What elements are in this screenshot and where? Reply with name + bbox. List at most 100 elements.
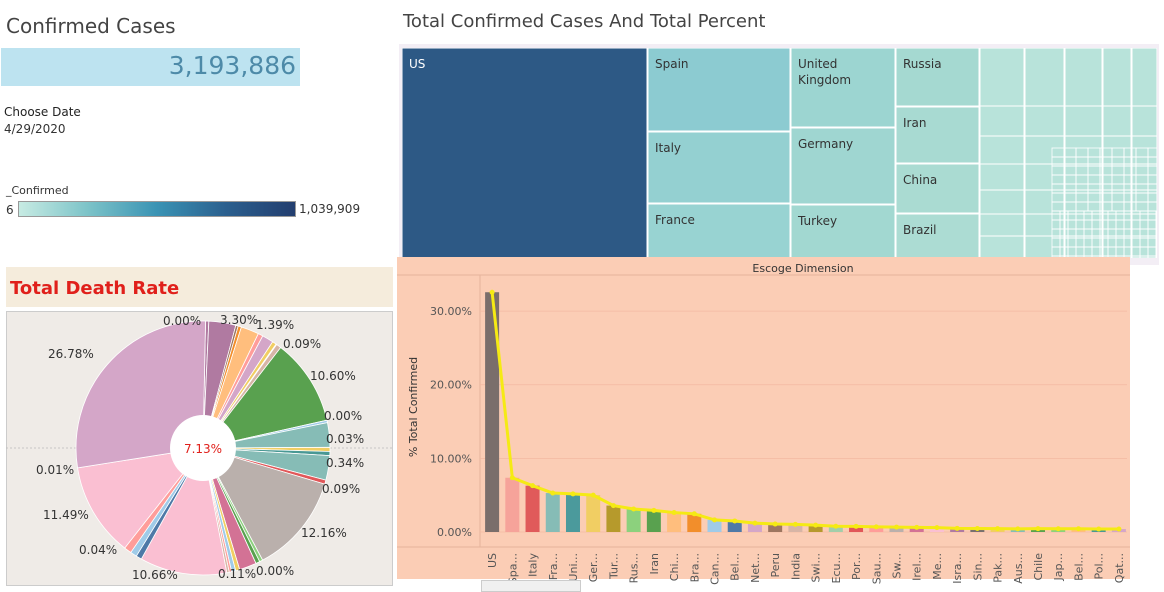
bar-chart[interactable]: Escoge Dimension 0.00% 10.00% 20.00% 30.00%%… — [397, 257, 1130, 592]
line-point — [631, 506, 637, 512]
treemap-label-spain: Spain — [655, 57, 689, 71]
y-tick-label: 0.00% — [437, 526, 472, 539]
x-tick-label: Bel... — [729, 553, 742, 581]
bar — [768, 524, 783, 532]
x-tick-label: Ecu... — [830, 553, 843, 583]
treemap-label-china: China — [903, 173, 937, 187]
death-rate-title: Total Death Rate — [10, 278, 180, 299]
y-tick-label: 10.00% — [430, 452, 472, 465]
treemap-small-cell — [1102, 48, 1132, 107]
treemap-title: Total Confirmed Cases And Total Percent — [403, 11, 766, 32]
line-point — [853, 523, 859, 529]
treemap-tiny-cell — [1051, 255, 1061, 258]
treemap-tiny-cell — [1155, 228, 1157, 239]
x-tick-label: Sw... — [890, 553, 903, 578]
bar — [828, 526, 843, 532]
pie-slice — [77, 447, 204, 549]
treemap-small-cell — [979, 105, 1025, 137]
treemap-small-cell — [1102, 213, 1132, 237]
pie-slice-label: 0.09% — [322, 482, 360, 496]
treemap-tiny-cell — [1067, 255, 1077, 258]
x-tick-label: Jap... — [1052, 553, 1065, 581]
line-point — [1055, 526, 1061, 532]
bar — [849, 526, 864, 532]
treemap-label-turkey: Turkey — [797, 214, 837, 228]
treemap-small-cell — [1024, 135, 1065, 165]
treemap-label-germany: Germany — [798, 137, 853, 151]
treemap-tiny-cell — [1107, 255, 1117, 258]
line-point — [732, 518, 738, 524]
treemap-small-cell — [1064, 135, 1103, 165]
treemap-cell-italy — [647, 131, 791, 204]
pie-slice-label: 26.78% — [48, 347, 94, 361]
line-point — [1015, 526, 1021, 532]
line-point — [1116, 526, 1122, 532]
line-point — [1096, 526, 1102, 532]
treemap-label-iran: Iran — [903, 116, 926, 130]
bar-chart-header: Escoge Dimension — [752, 262, 853, 275]
confirmed-cases-title: Confirmed Cases — [6, 14, 176, 38]
pie-slice-label: 0.00% — [163, 314, 201, 328]
line-point — [671, 510, 677, 516]
treemap-cell-turkey — [790, 204, 896, 258]
color-legend-title: _Confirmed — [6, 184, 69, 197]
treemap-chart[interactable]: US Spain Italy France United Kingdom Germany Tu… — [402, 48, 1157, 258]
x-tick-label: Tur... — [607, 553, 620, 580]
bar — [869, 526, 884, 532]
x-tick-label: Uni... — [567, 553, 580, 582]
bar — [727, 520, 742, 532]
treemap-small-cell — [1064, 105, 1103, 137]
line-point — [893, 524, 899, 530]
bar — [586, 495, 601, 532]
line-point — [813, 522, 819, 528]
treemap-label-brazil: Brazil — [903, 223, 937, 237]
pie-center-label: 7.13% — [184, 442, 222, 456]
line-point — [792, 521, 798, 527]
x-tick-label: Chile — [1032, 553, 1045, 581]
treemap-small-cell — [1131, 105, 1157, 137]
treemap-small-cell — [979, 189, 1025, 215]
pie-slice-label: 0.09% — [283, 337, 321, 351]
pie-slice-label: 0.04% — [79, 543, 117, 557]
x-tick-label: Chi... — [668, 553, 681, 581]
treemap-small-cell — [1064, 48, 1103, 107]
treemap-label-us: US — [409, 57, 425, 71]
treemap-label-united-kingdom: Kingdom — [798, 73, 851, 87]
x-tick-label: Me... — [931, 553, 944, 580]
treemap-tiny-cell — [1155, 246, 1157, 257]
date-filter-value[interactable]: 4/29/2020 — [4, 122, 66, 136]
bottom-scroll-tab[interactable] — [481, 580, 581, 592]
y-tick-label: 30.00% — [430, 305, 472, 318]
bar — [646, 510, 661, 532]
x-tick-label: Spa... — [506, 553, 519, 584]
bar — [667, 512, 682, 532]
bar — [687, 513, 702, 532]
line-point — [1035, 526, 1041, 532]
line-point — [995, 526, 1001, 532]
bar — [545, 493, 560, 532]
treemap-small-cell — [1024, 105, 1065, 137]
line-point — [509, 475, 515, 481]
treemap-tiny-cell — [1115, 255, 1125, 258]
treemap-tiny-cell — [1123, 255, 1133, 258]
bar — [707, 519, 722, 532]
pie-slice-label: 0.00% — [324, 409, 362, 423]
confirmed-cases-value: 3,193,886 — [168, 51, 296, 80]
treemap-tiny-cell — [1059, 255, 1069, 258]
treemap-tiny-cell — [1075, 255, 1085, 258]
x-tick-label: Net... — [749, 553, 762, 583]
pie-chart[interactable]: 7.13% 0.00% 3.30%1.39% 0.09% 10.60% 0.00% 0.03… — [6, 311, 393, 586]
treemap-small-cell — [979, 163, 1025, 191]
line-point — [610, 503, 616, 509]
treemap-cell-spain — [647, 48, 791, 132]
treemap-cell-germany — [790, 127, 896, 205]
bar — [505, 477, 520, 532]
line-point — [914, 524, 920, 530]
treemap-small-cell — [1064, 213, 1103, 237]
x-tick-label: Swi... — [810, 553, 823, 583]
treemap-tiny-cell — [1139, 255, 1149, 258]
pie-slice-label: 1.39% — [256, 318, 294, 332]
x-tick-label: Ger... — [587, 553, 600, 582]
x-tick-label: India — [789, 553, 802, 580]
y-tick-label: 20.00% — [430, 379, 472, 392]
